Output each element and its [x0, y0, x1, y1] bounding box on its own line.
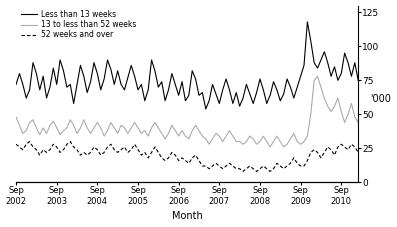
Y-axis label: '000: '000: [370, 94, 391, 104]
X-axis label: Month: Month: [172, 211, 202, 222]
Legend: Less than 13 weeks, 13 to less than 52 weeks, 52 weeks and over: Less than 13 weeks, 13 to less than 52 w…: [20, 9, 137, 40]
